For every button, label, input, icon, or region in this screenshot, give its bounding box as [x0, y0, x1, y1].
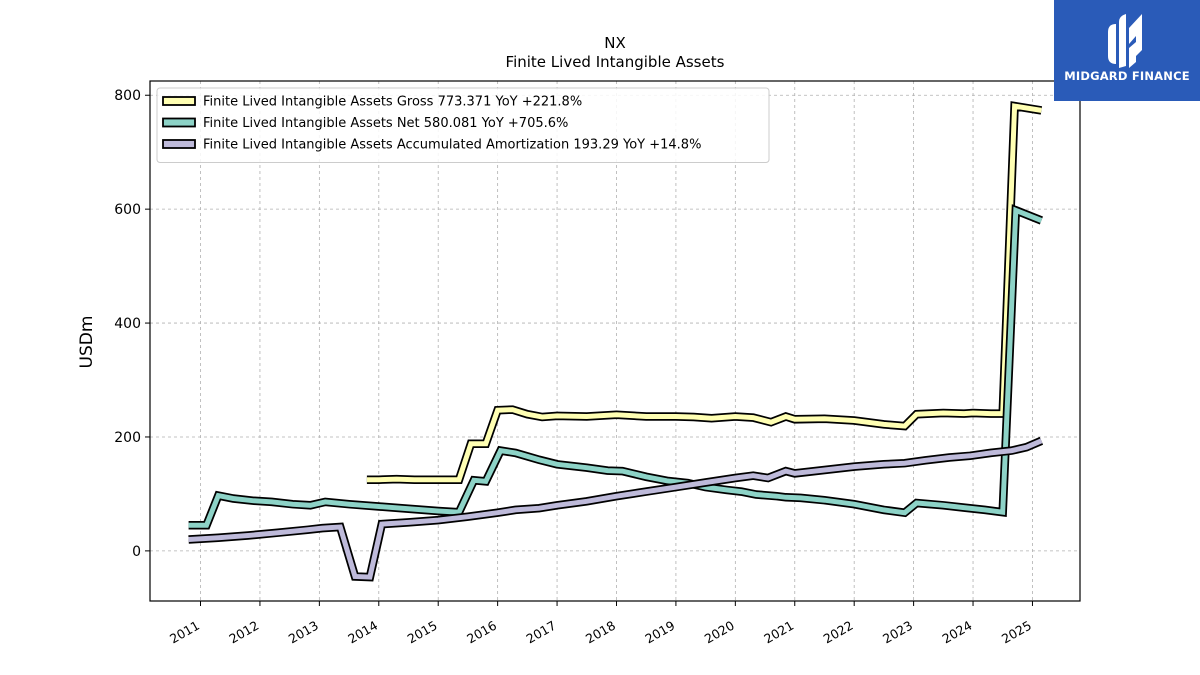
x-tick-label: 2021 [761, 618, 796, 647]
x-tick-label: 2013 [286, 618, 321, 647]
y-axis-label: USDm [77, 316, 97, 369]
x-tick-label: 2024 [939, 618, 974, 647]
x-tick-label: 2022 [821, 618, 856, 647]
x-tick-label: 2014 [345, 618, 380, 647]
legend-label: Finite Lived Intangible Assets Net 580.0… [203, 116, 568, 131]
logo-text: MIDGARD FINANCE [1064, 69, 1190, 83]
legend-box [156, 87, 770, 163]
series-2-line [188, 206, 1043, 528]
y-tick-label: 0 [132, 544, 141, 560]
midgard-finance-logo: MIDGARD FINANCE [1054, 0, 1200, 101]
legend-swatch [162, 139, 196, 149]
midgard-logo-icon [1108, 14, 1142, 68]
grid [150, 81, 1080, 601]
y-tick-label: 200 [114, 430, 141, 446]
series-lines [188, 101, 1044, 582]
chart-title: NX [604, 34, 626, 52]
x-tick-label: 2019 [642, 618, 677, 647]
x-tick-label: 2011 [167, 618, 202, 647]
x-tick-label: 2023 [880, 618, 915, 647]
x-tick-label: 2020 [702, 618, 737, 647]
y-tick-label: 400 [114, 316, 141, 332]
x-tick-label: 2016 [464, 618, 499, 647]
legend: Finite Lived Intangible Assets Gross 773… [156, 87, 770, 163]
axis-ticks: 0 200 400 600 800 2011 2012 2013 2014 2015 2016 201… [114, 88, 1034, 646]
legend-label: Finite Lived Intangible Assets Accumulat… [203, 138, 701, 153]
y-tick-label: 600 [114, 202, 141, 218]
x-tick-label: 2017 [524, 618, 559, 647]
series-1-line [366, 103, 1042, 483]
x-tick-label: 2015 [405, 618, 440, 647]
x-tick-label: 2018 [583, 618, 618, 647]
x-tick-label: 2012 [226, 618, 261, 647]
x-tick-label: 2025 [999, 618, 1034, 647]
plot-frame [149, 80, 1081, 602]
legend-swatch [162, 96, 196, 106]
legend-swatch [162, 117, 196, 128]
chart-subtitle: Finite Lived Intangible Assets [506, 53, 725, 71]
series-3-line [188, 438, 1043, 580]
legend-label: Finite Lived Intangible Assets Gross 773… [203, 95, 582, 110]
y-tick-label: 800 [114, 88, 141, 104]
